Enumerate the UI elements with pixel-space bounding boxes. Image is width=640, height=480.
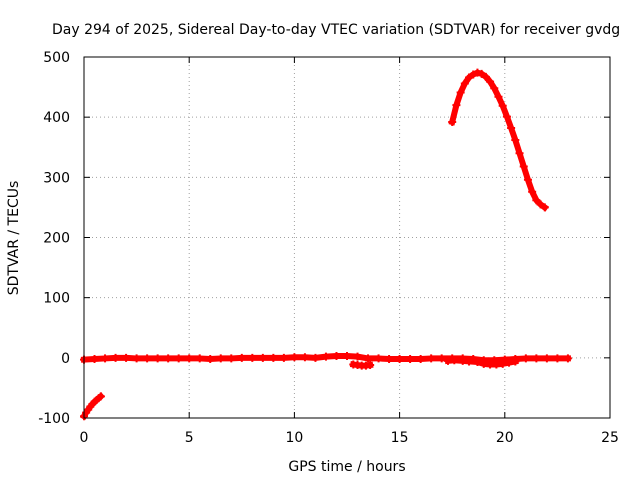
y-tick-label: 400 (43, 110, 70, 126)
data-point (532, 196, 541, 205)
data-point (90, 355, 99, 364)
data-point (528, 187, 537, 196)
data-point (553, 354, 562, 363)
data-point (406, 355, 415, 364)
data-point (437, 354, 446, 363)
x-tick-label: 25 (601, 430, 619, 446)
data-point (465, 73, 474, 82)
data-point (448, 117, 457, 126)
grid-lines (84, 57, 610, 418)
data-point (206, 355, 215, 364)
y-tick-label: 500 (43, 50, 70, 66)
data-point (122, 353, 131, 362)
data-point (473, 358, 482, 367)
series-dips-near-17-20h (443, 356, 520, 369)
data-point (473, 68, 482, 77)
data-point (540, 203, 549, 212)
data-point (300, 353, 309, 362)
y-axis-label: SDTVAR / TECUs (6, 181, 22, 296)
data-point (343, 352, 351, 361)
data-series (79, 68, 572, 421)
data-point (395, 355, 404, 364)
series-initial-ramp (79, 392, 106, 421)
data-point (532, 354, 541, 363)
data-point (494, 92, 503, 101)
data-point (460, 79, 469, 88)
data-point (332, 352, 341, 361)
data-point (311, 353, 320, 362)
data-point (364, 354, 373, 363)
data-point (505, 358, 514, 367)
data-point (456, 88, 465, 97)
data-point (498, 101, 507, 110)
data-point (366, 361, 375, 370)
x-axis-label: GPS time / hours (288, 459, 405, 475)
data-point (353, 352, 362, 361)
data-point (321, 352, 330, 361)
data-point (279, 353, 288, 362)
axis-ticks (83, 56, 611, 419)
y-tick-label: 0 (61, 351, 70, 367)
data-point (96, 392, 105, 401)
data-point (185, 354, 194, 363)
data-point (111, 353, 120, 362)
data-point (502, 112, 511, 121)
y-tick-label: -100 (38, 411, 70, 427)
data-point (227, 354, 236, 363)
data-point (164, 354, 173, 363)
data-point (174, 354, 183, 363)
data-point (511, 136, 520, 145)
data-point (486, 77, 495, 86)
data-point (507, 123, 516, 132)
data-point (416, 355, 425, 364)
tick-labels: 0 5 10 15 20 25 -100 0 100 200 300 400 500 (38, 50, 619, 446)
data-point (427, 354, 436, 363)
x-tick-label: 20 (496, 430, 514, 446)
plot-frame (83, 56, 611, 419)
data-point (269, 353, 278, 362)
data-point (477, 69, 486, 78)
data-point (195, 354, 204, 363)
data-point (216, 354, 225, 363)
data-point (498, 359, 507, 368)
data-point (290, 353, 299, 362)
y-tick-label: 300 (43, 170, 70, 186)
data-point (542, 354, 551, 363)
data-point (450, 356, 459, 365)
x-tick-label: 5 (185, 430, 194, 446)
data-point (248, 353, 257, 362)
y-tick-label: 200 (43, 231, 70, 247)
data-point (452, 101, 461, 110)
x-tick-label: 0 (80, 430, 89, 446)
data-point (132, 354, 141, 363)
data-point (385, 355, 394, 364)
series-dip-near-13h (349, 360, 375, 370)
data-point (469, 70, 478, 79)
data-point (374, 354, 383, 363)
data-point (519, 162, 528, 171)
series-near-zero-band (80, 352, 572, 365)
data-point (511, 357, 520, 366)
data-point (521, 354, 530, 363)
data-point (237, 353, 246, 362)
data-point (563, 354, 572, 363)
data-point (258, 353, 267, 362)
data-point (465, 357, 474, 366)
series-large-arc (448, 68, 549, 212)
data-point (153, 354, 162, 363)
data-point (101, 354, 110, 363)
data-point (481, 72, 490, 81)
data-point (143, 354, 152, 363)
data-point (490, 84, 499, 93)
data-point (536, 200, 545, 209)
data-point (515, 149, 524, 158)
y-tick-label: 100 (43, 291, 70, 307)
x-tick-label: 15 (391, 430, 409, 446)
chart-title: Day 294 of 2025, Sidereal Day-to-day VTE… (52, 22, 620, 38)
data-point (523, 175, 532, 184)
x-tick-label: 10 (285, 430, 303, 446)
